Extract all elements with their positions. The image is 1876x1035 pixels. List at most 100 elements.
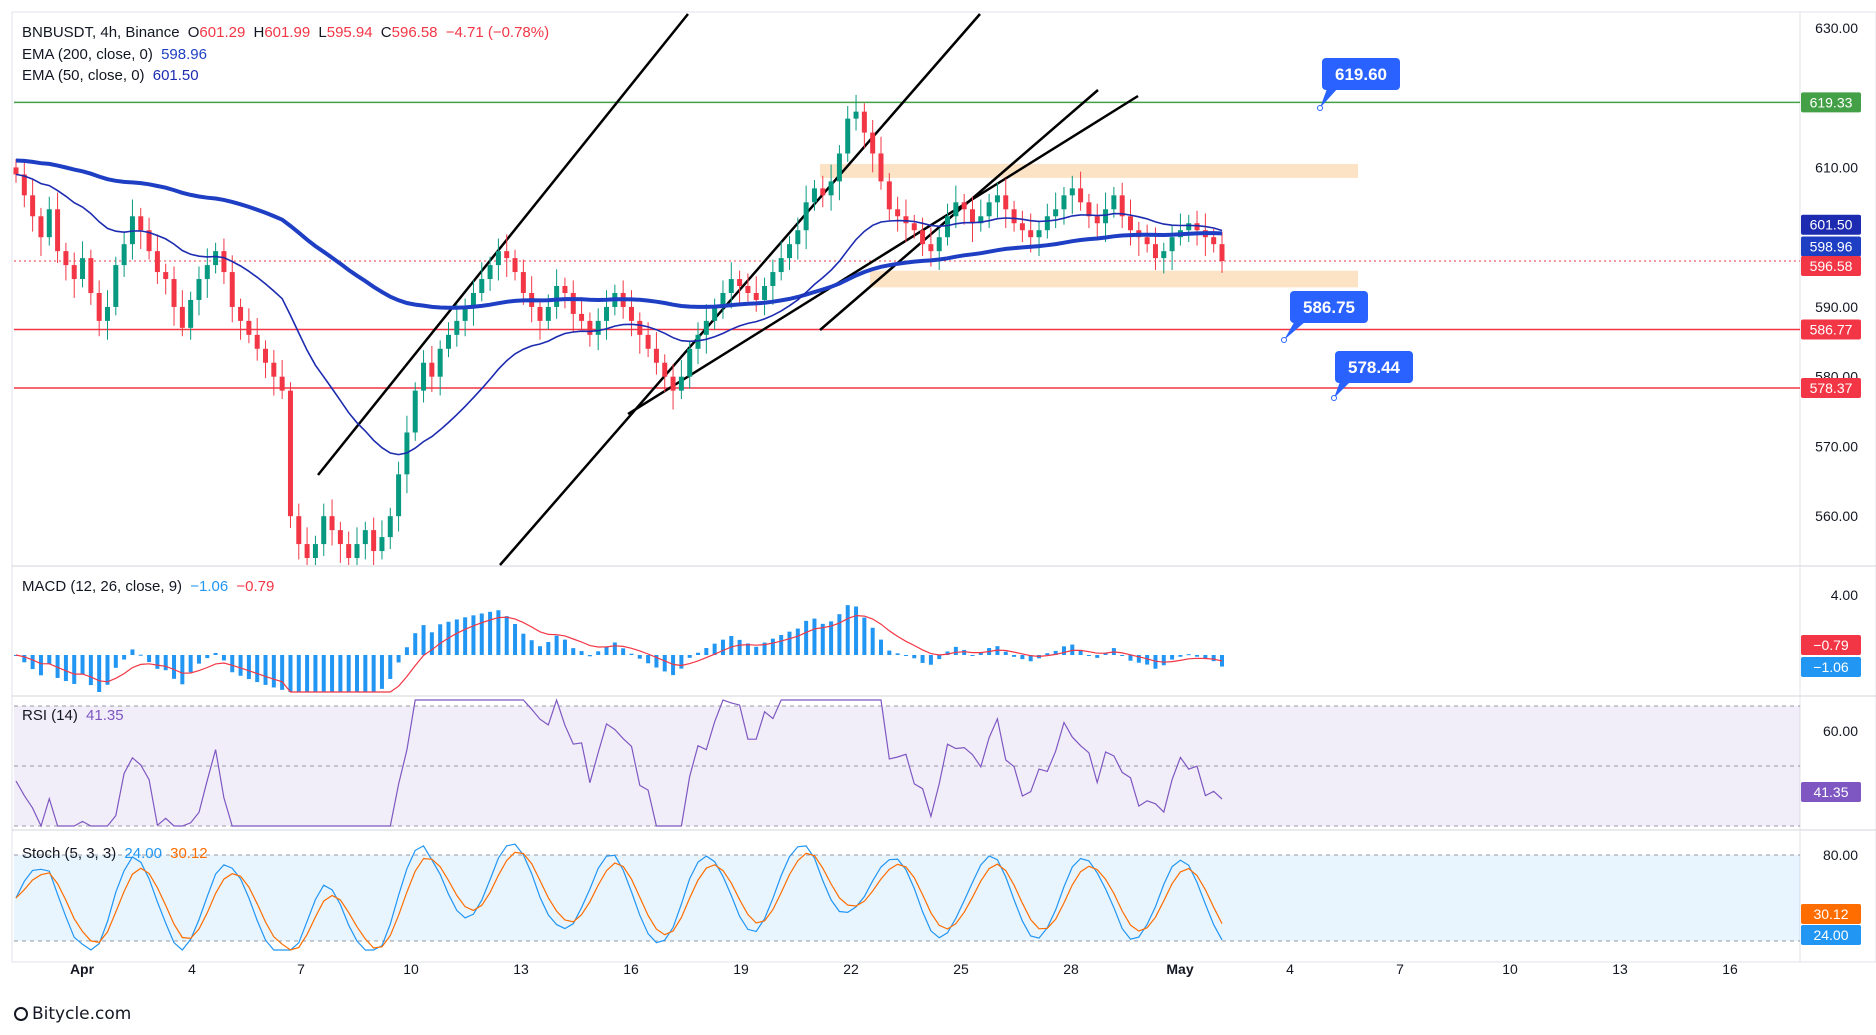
candle-body <box>487 265 493 280</box>
candle-body <box>454 320 460 335</box>
candle-body <box>778 258 784 273</box>
macd-histogram-bar <box>621 648 626 655</box>
macd-histogram-bar <box>1020 655 1025 660</box>
time-axis-label: 19 <box>733 961 749 977</box>
stoch-d-line <box>15 851 1223 951</box>
time-axis-label: 13 <box>513 961 529 977</box>
candle-body <box>121 244 127 266</box>
high-value: 601.99 <box>264 24 311 41</box>
trend-line <box>317 13 689 476</box>
candle-body <box>853 111 859 119</box>
macd-histogram-bar <box>554 635 559 655</box>
macd-histogram-bar <box>55 655 60 678</box>
candle-body <box>811 188 817 203</box>
candle-body <box>1169 237 1175 252</box>
bitycle-logo-icon <box>14 1007 28 1021</box>
indicator-tag-label: −1.06 <box>1813 659 1849 675</box>
macd-histogram-bar <box>962 649 967 655</box>
candle-body <box>71 265 77 280</box>
candle-body <box>1061 195 1067 210</box>
macd-histogram-bar <box>513 624 518 655</box>
time-axis-label: 7 <box>297 961 305 977</box>
candle-body <box>562 286 568 293</box>
indicator-tag-label: −0.79 <box>1813 637 1849 653</box>
macd-histogram-bar <box>488 611 493 655</box>
time-axis-label: 7 <box>1396 961 1404 977</box>
candle-body <box>678 376 684 391</box>
callout-anchor <box>1281 337 1287 343</box>
macd-histogram-bar <box>388 655 393 679</box>
ema50-label: EMA (50, close, 0) <box>22 67 145 84</box>
price-tag <box>1801 214 1861 235</box>
candle-body <box>387 516 393 538</box>
candle-body <box>55 209 61 252</box>
macd-histogram-bar <box>571 648 576 655</box>
macd-histogram-bar <box>230 655 235 673</box>
candle-body <box>354 544 360 559</box>
price-tag-label: 601.50 <box>1810 217 1853 233</box>
macd-histogram-bar <box>172 655 177 679</box>
time-axis-label: 22 <box>843 961 859 977</box>
candle-body <box>1128 216 1134 231</box>
macd-histogram-bar <box>562 639 567 655</box>
macd-histogram-bar <box>1095 655 1100 658</box>
macd-histogram-bar <box>612 642 617 655</box>
candle-body <box>346 544 352 559</box>
horizontal-levels <box>14 101 1800 389</box>
macd-histogram-bar <box>1053 650 1058 655</box>
macd-histogram-bar <box>829 621 834 655</box>
stoch-k-value: 24.00 <box>124 845 162 862</box>
macd-histogram-bar <box>421 625 426 655</box>
candle-body <box>753 292 759 300</box>
macd-histogram-bar <box>887 650 892 655</box>
candle-body <box>371 530 377 552</box>
macd-histogram-bar <box>654 655 659 668</box>
indicator-tag-label: 24.00 <box>1813 927 1848 943</box>
candle-body <box>296 516 302 545</box>
candle-body <box>1028 230 1034 238</box>
trend-line <box>819 89 1099 331</box>
price-axis[interactable]: 630.00610.00590.00580.00570.00560.004.00… <box>1815 20 1858 863</box>
macd-histogram-bar <box>296 655 301 692</box>
time-axis[interactable]: Apr 4 7 10 13 16 19 22 25 28 May 4 7 10 13 16 <box>70 961 1738 977</box>
macd-histogram-bar <box>1070 644 1075 655</box>
candle-body <box>321 516 327 545</box>
macd-histogram-bar <box>671 655 676 676</box>
macd-histogram-bar <box>1211 655 1216 662</box>
macd-histogram-bar <box>97 655 102 692</box>
candle-body <box>287 390 293 517</box>
candle-body <box>21 174 27 196</box>
candle-body <box>945 216 951 238</box>
macd-histogram-bar <box>729 635 734 655</box>
macd-histogram-bar <box>629 653 634 655</box>
price-axis-label: 630.00 <box>1815 20 1858 36</box>
indicator-tag <box>1801 635 1861 655</box>
rsi-legend: RSI (14) 41.35 <box>22 707 128 724</box>
macd-histogram-bar <box>1178 655 1183 657</box>
candle-body <box>628 306 634 321</box>
macd-histogram-bar <box>1170 655 1175 660</box>
candle-body <box>770 272 776 287</box>
macd-histogram-bar <box>188 655 193 673</box>
macd-histogram-bar <box>22 655 27 663</box>
macd-histogram-bar <box>870 627 875 655</box>
macd-histogram-bar <box>280 655 285 690</box>
ema200-legend: EMA (200, close, 0) 598.96 <box>22 46 211 63</box>
candle-body <box>662 362 668 377</box>
macd-histogram-bar <box>1003 651 1008 655</box>
candle-body <box>745 286 751 293</box>
macd-histogram-bar <box>521 633 526 655</box>
macd-label: MACD (12, 26, close, 9) <box>22 578 183 595</box>
indicator-axis-label: 60.00 <box>1823 723 1858 739</box>
stoch-legend: Stoch (5, 3, 3) 24.00 30.12 <box>22 845 212 862</box>
candle-body <box>861 111 867 133</box>
macd-histogram-bar <box>546 642 551 655</box>
macd-histogram-bar <box>246 655 251 680</box>
candle-body <box>213 251 219 266</box>
candle-body <box>437 348 443 377</box>
time-axis-label: 13 <box>1612 961 1628 977</box>
macd-histogram-bar <box>147 655 152 663</box>
price-tag <box>1801 92 1861 113</box>
trend-line <box>627 94 1139 416</box>
